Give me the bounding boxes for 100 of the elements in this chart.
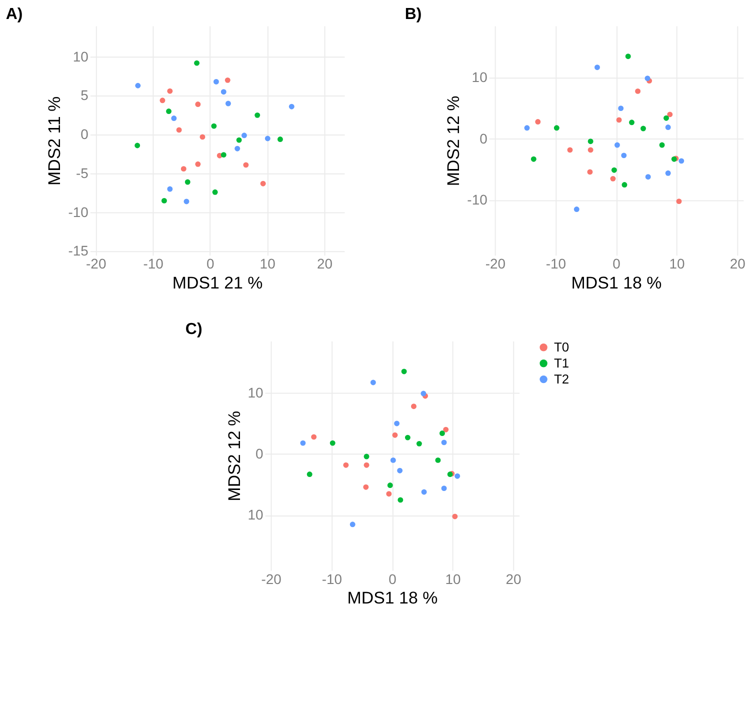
point [421, 489, 427, 495]
point [616, 117, 622, 123]
x-tick-label: 20 [506, 570, 522, 587]
point [678, 158, 684, 164]
point [625, 54, 631, 60]
x-tick-label: -10 [322, 570, 342, 587]
point [611, 167, 617, 173]
y-tick-label: 0 [480, 130, 488, 146]
point [588, 138, 594, 144]
y-tick-label: 0 [256, 446, 264, 462]
point [588, 147, 594, 153]
point [622, 182, 628, 188]
x-tick-label: -20 [485, 256, 506, 272]
point [621, 152, 627, 158]
point [200, 134, 206, 140]
point [535, 119, 541, 125]
point [370, 380, 376, 386]
point [184, 179, 190, 185]
x-axis-title: MDS1 18 % [571, 274, 662, 293]
point [195, 102, 201, 108]
point [161, 198, 167, 204]
point [441, 440, 447, 446]
point [530, 156, 536, 162]
y-tick-label: 10 [248, 506, 264, 523]
point [454, 473, 460, 479]
x-tick-label: 20 [316, 256, 333, 272]
point [411, 404, 416, 410]
x-tick-label: 0 [612, 256, 621, 272]
x-tick-label: 10 [260, 256, 276, 272]
point [554, 125, 560, 131]
point [390, 457, 396, 463]
point [254, 112, 260, 118]
legend-label: T0 [554, 339, 570, 354]
point [594, 64, 600, 70]
point [404, 434, 410, 440]
point [635, 88, 641, 94]
point [176, 127, 182, 133]
point [659, 142, 665, 148]
point [398, 497, 404, 503]
point [452, 514, 458, 520]
x-tick-label: -10 [143, 256, 164, 272]
point [416, 440, 422, 446]
y-tick-label: -10 [68, 204, 89, 220]
point [394, 420, 400, 426]
point [311, 434, 317, 440]
point [343, 462, 349, 468]
point [350, 522, 356, 528]
legend-label: T2 [554, 371, 570, 386]
x-tick-label: -20 [86, 256, 106, 272]
point [166, 108, 172, 114]
point [667, 112, 673, 118]
legend-label: T1 [554, 355, 570, 370]
point [264, 136, 270, 142]
point [220, 152, 226, 158]
y-axis-title: MDS2 12 % [444, 96, 464, 186]
point [330, 440, 336, 446]
point [435, 457, 441, 463]
point [180, 166, 186, 172]
x-tick-label: 0 [206, 256, 215, 272]
point [234, 146, 240, 152]
point [220, 89, 226, 95]
point [306, 472, 312, 477]
point [645, 174, 651, 180]
point [364, 462, 370, 468]
point [665, 124, 671, 130]
y-tick-label: -5 [76, 164, 89, 181]
point [225, 100, 231, 106]
y-tick-label: 0 [80, 126, 89, 142]
x-tick-label: -20 [261, 570, 282, 587]
point [184, 198, 190, 204]
point [397, 468, 403, 474]
y-tick-label: 10 [72, 48, 89, 64]
point [171, 116, 177, 122]
chart-title: B) [404, 6, 422, 23]
point [277, 136, 283, 142]
point [213, 79, 219, 84]
point [567, 147, 573, 153]
point [134, 142, 140, 148]
x-axis-title: MDS1 21 % [172, 274, 263, 293]
chart-title: C) [185, 320, 202, 338]
point [664, 115, 669, 121]
y-tick-label: 10 [472, 69, 488, 86]
y-tick-label: 10 [248, 384, 264, 400]
point [618, 106, 624, 112]
point [135, 82, 141, 88]
point [441, 486, 447, 492]
point [574, 206, 580, 212]
y-tick-label: -10 [467, 192, 488, 208]
point [610, 176, 616, 182]
point [160, 98, 166, 104]
point [640, 126, 646, 132]
y-tick-label: 5 [80, 87, 89, 104]
x-tick-label: 0 [388, 570, 397, 587]
point [243, 162, 249, 168]
point [392, 432, 398, 438]
y-axis-title: MDS2 11 % [45, 96, 64, 186]
chart-title: A) [6, 6, 23, 23]
point [241, 132, 247, 138]
point [386, 491, 392, 497]
point [439, 430, 445, 436]
